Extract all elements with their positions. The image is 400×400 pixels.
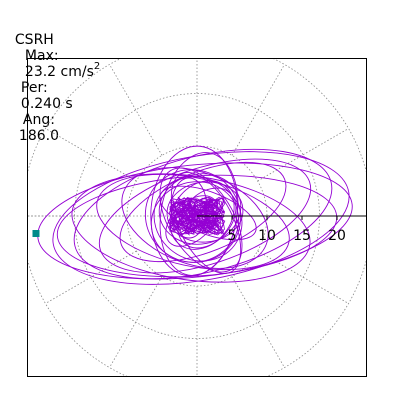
grid-spoke (109, 276, 163, 368)
trace-mid-loop (158, 173, 242, 245)
trace-mid-loop (150, 145, 238, 277)
radial-axis: 5 10 15 20 (197, 215, 366, 244)
max-label: Max: (24, 48, 59, 64)
radial-tick-label: 5 (228, 228, 237, 244)
angle-label: Ang: (22, 112, 55, 128)
trace-outer-loop (96, 173, 290, 271)
radial-tick-label: 10 (258, 228, 276, 244)
trace-mid-loop (170, 172, 242, 274)
trace-outer-loop (52, 151, 350, 285)
max-amplitude-marker (32, 230, 40, 237)
max-value: 23.2 cm/s (24, 64, 94, 80)
chart-header: CSRH Max: 23.2 cm/s2 Per: 0.240 s Ang: 1… (6, 16, 100, 144)
plot-frame (27, 58, 367, 377)
radial-tick-label: 15 (293, 228, 311, 244)
grid-spoke (257, 128, 349, 182)
trace-mid-loop (166, 181, 244, 243)
station-name: CSRH (14, 32, 54, 48)
angle-value: 186.0 (18, 128, 59, 144)
grid-spoke (45, 128, 137, 182)
grid-spoke (257, 250, 349, 304)
trace-outer-loop (119, 161, 287, 263)
max-marker-layer (32, 230, 40, 237)
grid-spoke (109, 64, 163, 156)
period-value: 0.240 s (20, 96, 73, 112)
grid-spoke (45, 250, 137, 304)
radial-tick-label: 20 (328, 228, 346, 244)
trace-mid-loop (153, 176, 243, 262)
grid-spoke (231, 276, 285, 368)
trace-mid-loop (144, 169, 242, 263)
grid-spoke (231, 64, 285, 156)
trace-mid-loop (159, 152, 239, 276)
trace-dense-core (168, 196, 226, 236)
trace-outer-loop (98, 158, 312, 274)
trace-outer-loop (37, 162, 353, 280)
trajectory-traces (37, 145, 353, 285)
max-unit-exponent: 2 (93, 61, 101, 72)
